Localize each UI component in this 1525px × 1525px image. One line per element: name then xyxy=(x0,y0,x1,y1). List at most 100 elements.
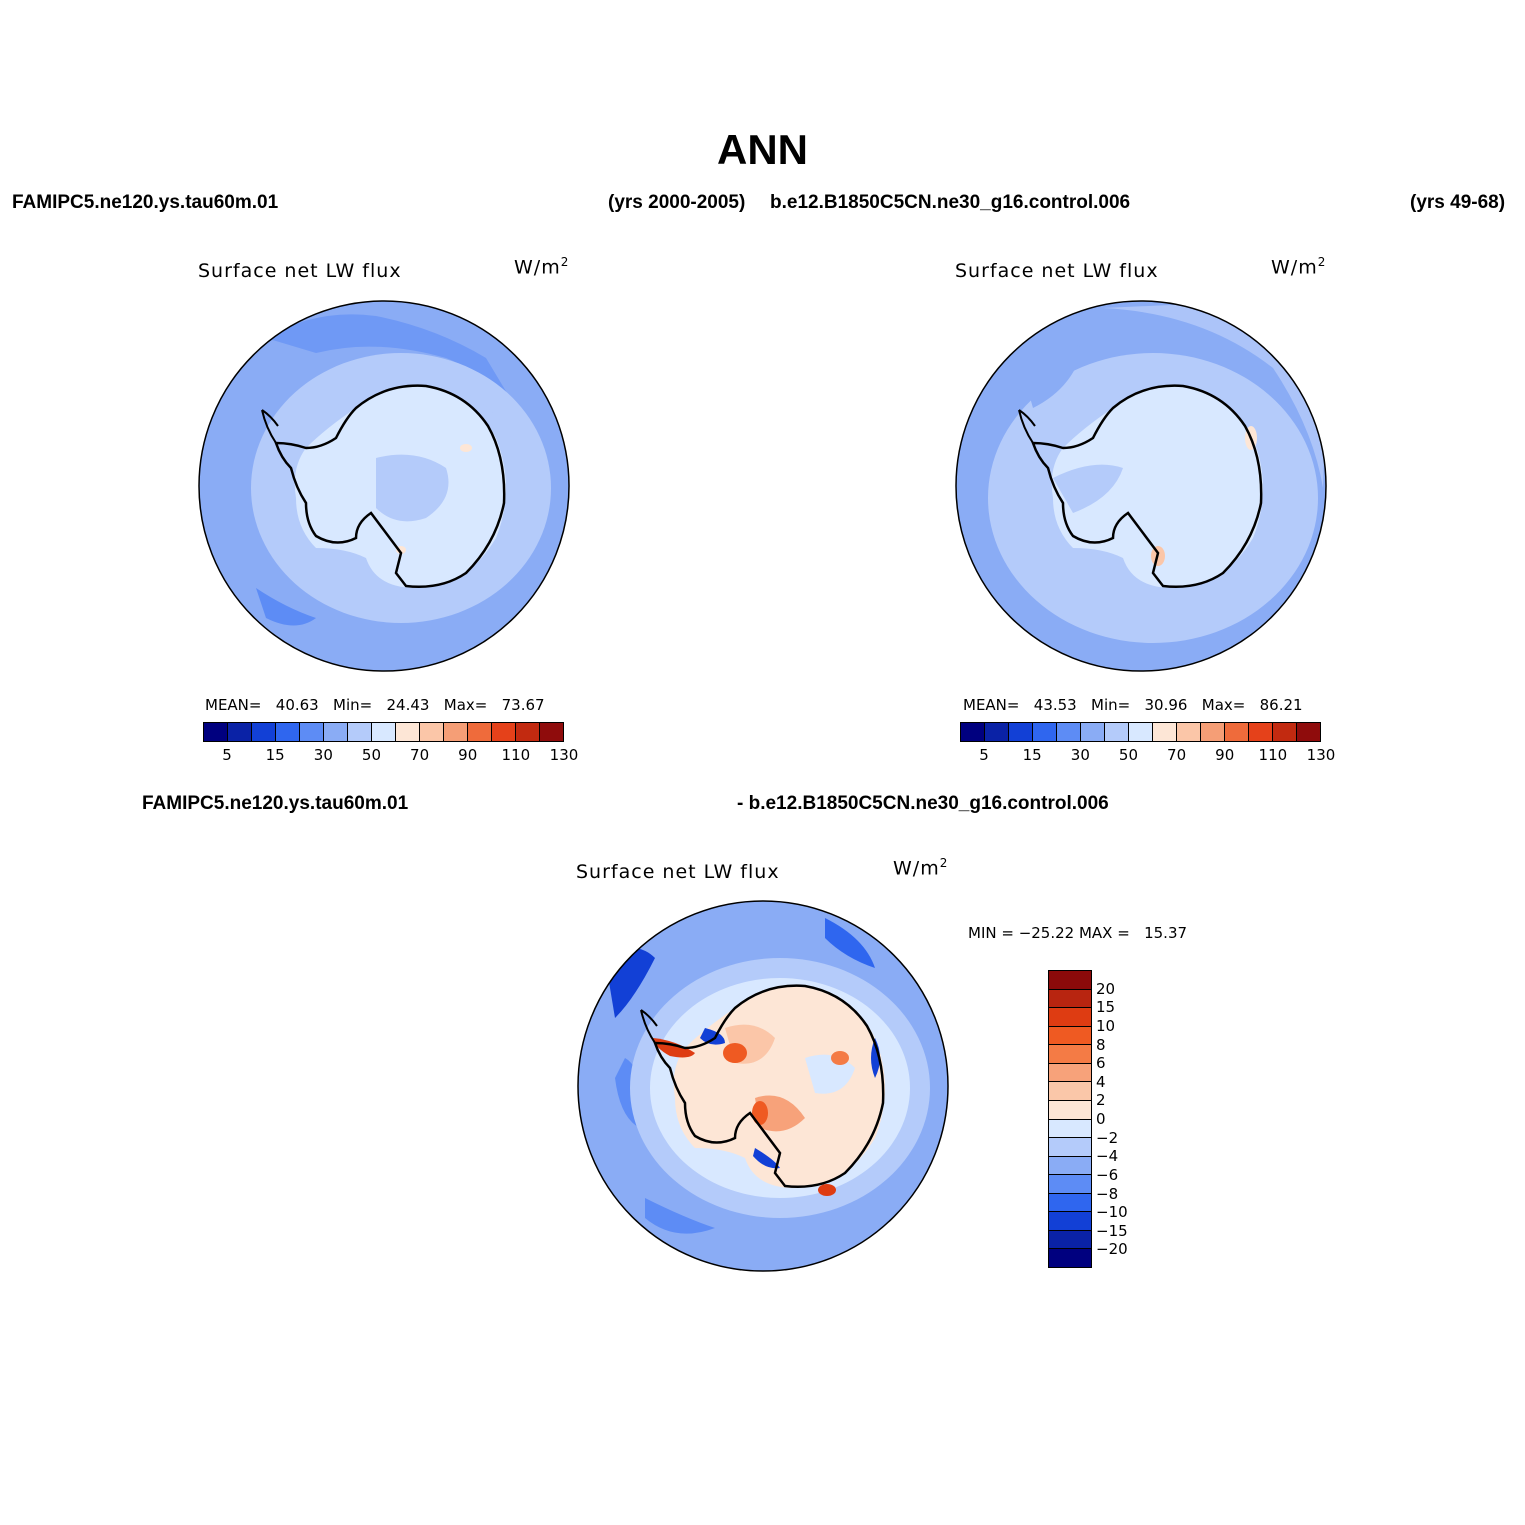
colorbar-swatch xyxy=(396,723,420,741)
colorbar-swatch xyxy=(1049,1249,1091,1267)
panel2-colorbar xyxy=(960,722,1321,742)
colorbar-tick-label: 15 xyxy=(1022,746,1042,764)
panel1-colorbar xyxy=(203,722,564,742)
colorbar-swatch xyxy=(1049,1156,1091,1176)
colorbar-swatch xyxy=(1033,723,1057,741)
case2-name: b.e12.B1850C5CN.ne30_g16.control.006 xyxy=(770,192,1131,213)
colorbar-swatch xyxy=(516,723,540,741)
panel1-title: Surface net LW flux xyxy=(198,260,402,282)
colorbar-swatch xyxy=(1225,723,1249,741)
colorbar-swatch xyxy=(1049,1138,1091,1157)
colorbar-tick-label: 15 xyxy=(1096,998,1116,1017)
colorbar-tick-label: −6 xyxy=(1096,1165,1119,1184)
colorbar-swatch xyxy=(961,723,985,741)
colorbar-tick-label: 130 xyxy=(549,746,579,764)
colorbar-tick-label: 6 xyxy=(1096,1054,1106,1073)
panel3-colorbar xyxy=(1048,970,1092,1268)
diff-case2-name: - b.e12.B1850C5CN.ne30_g16.control.006 xyxy=(737,793,1109,814)
colorbar-swatch xyxy=(1009,723,1033,741)
colorbar-swatch xyxy=(1049,1063,1091,1083)
colorbar-tick-label: −15 xyxy=(1096,1221,1128,1240)
panel2-units: W/m2 xyxy=(1271,255,1327,279)
colorbar-swatch xyxy=(540,723,563,741)
colorbar-swatch xyxy=(252,723,276,741)
colorbar-swatch xyxy=(324,723,348,741)
colorbar-swatch xyxy=(1153,723,1177,741)
panel3-units: W/m2 xyxy=(893,856,949,880)
colorbar-swatch xyxy=(1129,723,1153,741)
colorbar-swatch xyxy=(1049,971,1091,990)
panel2-map xyxy=(955,300,1327,672)
colorbar-tick-label: −2 xyxy=(1096,1128,1119,1147)
colorbar-swatch xyxy=(1049,1230,1091,1250)
panel1-stats: MEAN= 40.63 Min= 24.43 Max= 73.67 xyxy=(205,696,545,714)
colorbar-swatch xyxy=(372,723,396,741)
colorbar-tick-label: 50 xyxy=(1118,746,1138,764)
colorbar-tick-label: 0 xyxy=(1096,1110,1106,1128)
colorbar-swatch xyxy=(204,723,228,741)
panel3-stats: MIN = −25.22 MAX = 15.37 xyxy=(968,924,1188,942)
colorbar-swatch xyxy=(1105,723,1129,741)
panel3-map xyxy=(577,900,949,1272)
colorbar-swatch xyxy=(1297,723,1320,741)
case2-years: (yrs 49-68) xyxy=(1410,192,1506,213)
colorbar-tick-label: 130 xyxy=(1306,746,1336,764)
case1-years: (yrs 2000-2005) xyxy=(608,192,746,213)
case1-name: FAMIPC5.ne120.ys.tau60m.01 xyxy=(12,192,279,213)
colorbar-swatch xyxy=(1249,723,1273,741)
colorbar-swatch xyxy=(1049,1212,1091,1231)
colorbar-tick-label: 5 xyxy=(222,746,232,764)
colorbar-tick-label: 5 xyxy=(979,746,989,764)
main-title: ANN xyxy=(717,126,808,173)
diff-case1-name: FAMIPC5.ne120.ys.tau60m.01 xyxy=(142,793,409,814)
colorbar-tick-label: 20 xyxy=(1096,979,1116,998)
colorbar-swatch xyxy=(1049,1026,1091,1046)
colorbar-swatch xyxy=(492,723,516,741)
colorbar-swatch xyxy=(1177,723,1201,741)
colorbar-tick-label: −4 xyxy=(1096,1147,1119,1166)
colorbar-swatch xyxy=(420,723,444,741)
panel1-map xyxy=(198,300,570,672)
colorbar-tick-label: 15 xyxy=(265,746,285,764)
colorbar-swatch xyxy=(1057,723,1081,741)
colorbar-swatch xyxy=(1049,1193,1091,1213)
colorbar-swatch xyxy=(1049,1082,1091,1101)
colorbar-swatch xyxy=(1049,1175,1091,1194)
colorbar-tick-label: 110 xyxy=(1258,746,1288,764)
colorbar-tick-label: 30 xyxy=(1070,746,1090,764)
colorbar-swatch xyxy=(1049,1100,1091,1120)
panel1-colorbar-labels: 5 15 30 50 70 90 110 130 xyxy=(203,746,578,766)
panel3-title: Surface net LW flux xyxy=(576,861,780,883)
colorbar-swatch xyxy=(985,723,1009,741)
colorbar-swatch xyxy=(444,723,468,741)
colorbar-swatch xyxy=(228,723,252,741)
colorbar-tick-label: 30 xyxy=(313,746,333,764)
colorbar-tick-label: 70 xyxy=(1167,746,1187,764)
panel2-title: Surface net LW flux xyxy=(955,260,1159,282)
colorbar-tick-label: 2 xyxy=(1096,1091,1106,1110)
colorbar-tick-label: 90 xyxy=(1215,746,1235,764)
colorbar-tick-label: 8 xyxy=(1096,1035,1106,1054)
colorbar-tick-label: −10 xyxy=(1096,1203,1128,1222)
colorbar-tick-label: 90 xyxy=(458,746,478,764)
colorbar-swatch xyxy=(276,723,300,741)
colorbar-swatch xyxy=(1049,1008,1091,1027)
panel2-stats: MEAN= 43.53 Min= 30.96 Max= 86.21 xyxy=(963,696,1303,714)
colorbar-swatch xyxy=(1049,1045,1091,1064)
colorbar-swatch xyxy=(1273,723,1297,741)
colorbar-swatch xyxy=(1049,989,1091,1009)
colorbar-tick-label: −20 xyxy=(1096,1240,1128,1259)
colorbar-swatch xyxy=(1201,723,1225,741)
panel3-colorbar-labels: 20 15 10 8 6 4 2 0 −2 −4 −6 −8 −10 −15 −20 xyxy=(1096,970,1156,1268)
colorbar-swatch xyxy=(1081,723,1105,741)
panel2-colorbar-labels: 5 15 30 50 70 90 110 130 xyxy=(960,746,1335,766)
colorbar-tick-label: −8 xyxy=(1096,1184,1119,1203)
panel1-units: W/m2 xyxy=(514,255,570,279)
colorbar-swatch xyxy=(348,723,372,741)
colorbar-swatch xyxy=(1049,1119,1091,1139)
colorbar-tick-label: 110 xyxy=(501,746,531,764)
colorbar-tick-label: 4 xyxy=(1096,1072,1106,1091)
colorbar-tick-label: 10 xyxy=(1096,1016,1116,1035)
colorbar-swatch xyxy=(300,723,324,741)
colorbar-tick-label: 70 xyxy=(410,746,430,764)
